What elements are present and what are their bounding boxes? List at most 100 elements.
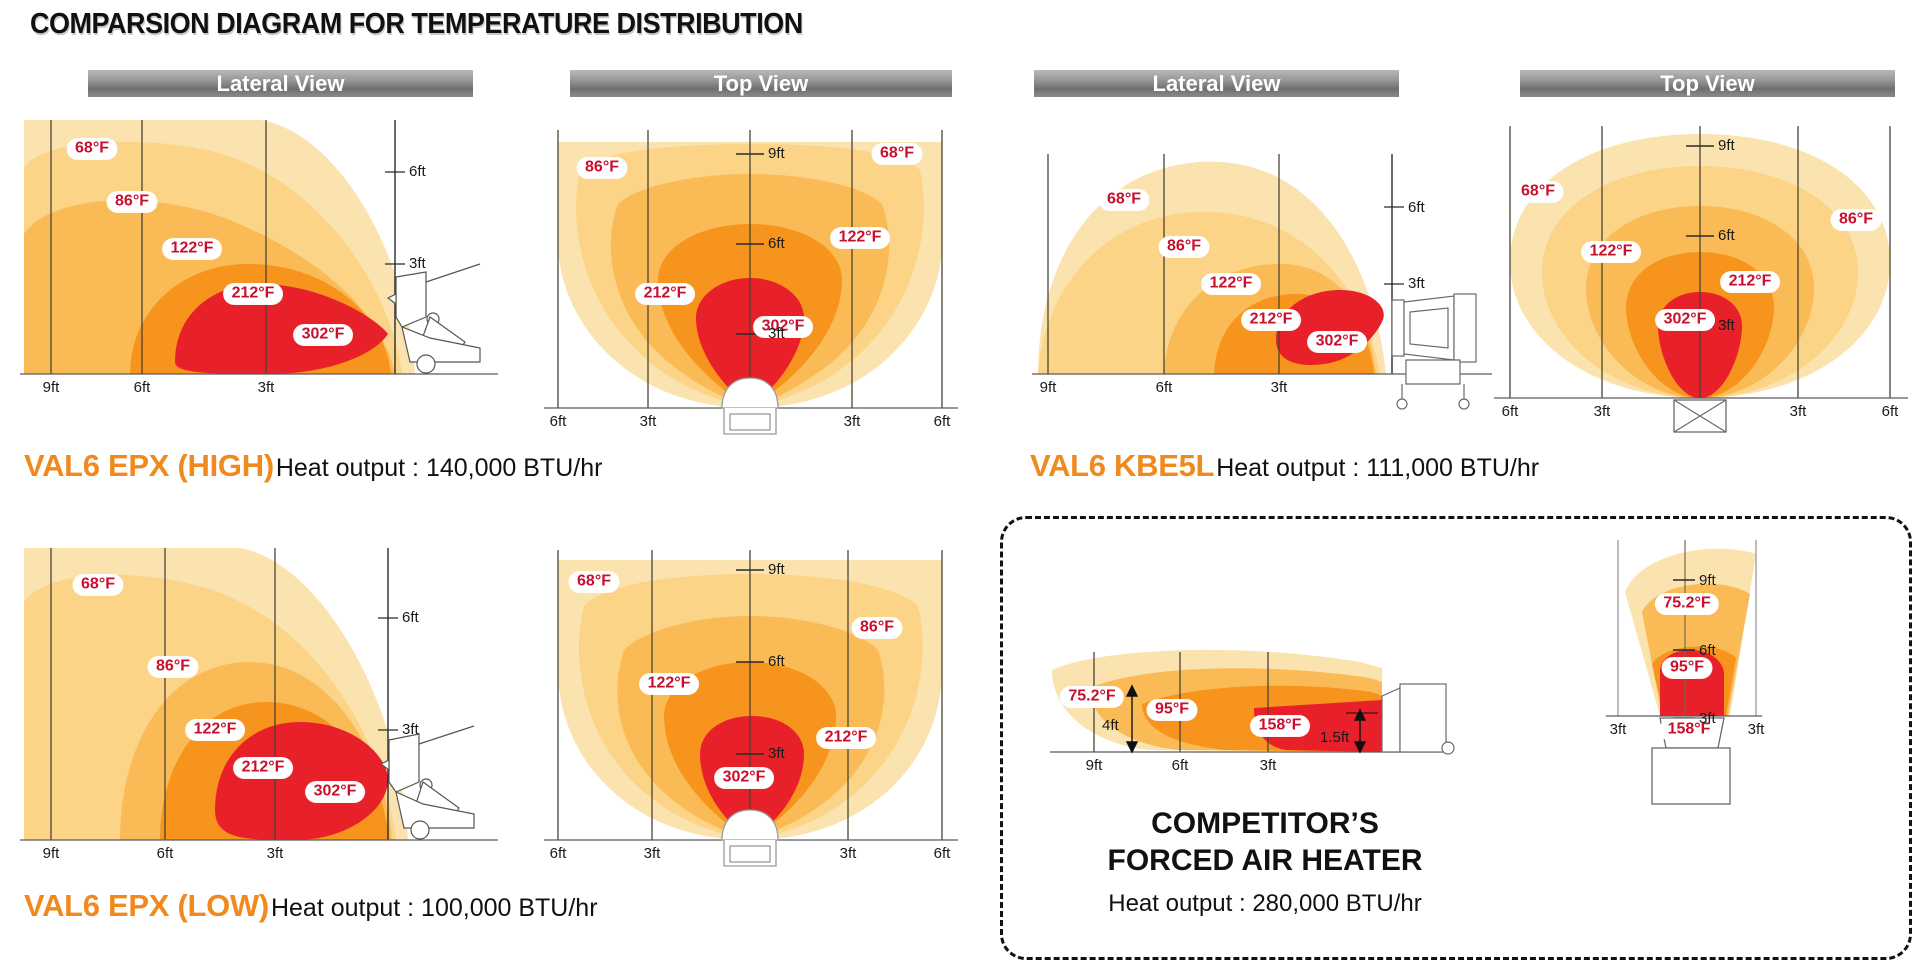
heat-plume-kbe5l-top — [1494, 126, 1908, 433]
model-name-kbe5l: VAL6 KBE5L — [1030, 448, 1215, 483]
axis-height-3ft: 3ft — [1408, 275, 1425, 292]
temp-label-212: 212°F — [635, 283, 695, 305]
temp-label-95: 95°F — [1147, 699, 1197, 721]
temp-label-212: 212°F — [233, 757, 293, 779]
axis-label-3ft-right: 3ft — [839, 845, 857, 862]
dim-label-4ft: 4ft — [1102, 717, 1119, 734]
view-header-label: Lateral View — [1152, 70, 1281, 96]
axis-label-9ft: 9ft — [1085, 757, 1103, 774]
competitor-box — [1000, 516, 1912, 960]
panel-kbe5l-top: 68°F 86°F 122°F 212°F 302°F 9ft 6ft 3ft … — [1490, 112, 1910, 442]
competitor-title: COMPETITOR’S FORCED AIR HEATER — [1108, 806, 1423, 879]
temp-label-86: 86°F — [852, 617, 902, 639]
temp-label-122: 122°F — [1581, 241, 1641, 263]
temp-label-302: 302°F — [305, 781, 365, 803]
temp-label-86: 86°F — [1159, 236, 1209, 258]
axis-label-6ft-right: 6ft — [933, 845, 951, 862]
temp-label-302: 302°F — [714, 767, 774, 789]
panel-epx-low-lateral: 68°F 86°F 122°F 212°F 302°F 9ft 6ft 3ft … — [10, 540, 500, 870]
view-header-kbe5l-lateral: Lateral View — [1034, 70, 1399, 97]
model-name-epx-high: VAL6 EPX (HIGH) — [24, 448, 274, 483]
panel-epx-high-top: 86°F 68°F 122°F 212°F 302°F 9ft 6ft 3ft … — [540, 112, 960, 442]
axis-height-6ft: 6ft — [409, 163, 426, 180]
temp-label-68: 68°F — [73, 574, 123, 596]
axis-label-3ft-left: 3ft — [1609, 721, 1627, 738]
axis-height-3ft: 3ft — [402, 721, 419, 738]
temp-label-75-2: 75.2°F — [1060, 686, 1124, 708]
temp-label-302: 302°F — [1307, 331, 1367, 353]
temp-label-68: 68°F — [872, 143, 922, 165]
temp-label-302: 302°F — [753, 316, 813, 338]
axis-center-6ft: 6ft — [768, 653, 785, 670]
heat-plume-competitor-top — [1606, 540, 1762, 805]
dim-label-1-5ft: 1.5ft — [1320, 729, 1350, 746]
caption-epx-high: VAL6 EPX (HIGH) Heat output : 140,000 BT… — [24, 448, 602, 484]
temp-label-158: 158°F — [1250, 715, 1310, 737]
axis-label-3ft: 3ft — [266, 845, 284, 862]
axis-label-3ft: 3ft — [1270, 379, 1288, 396]
axis-center-9ft: 9ft — [1699, 572, 1716, 589]
caption-epx-low: VAL6 EPX (LOW) Heat output : 100,000 BTU… — [24, 888, 598, 924]
temp-label-86: 86°F — [107, 191, 157, 213]
axis-label-9ft: 9ft — [42, 379, 60, 396]
axis-label-3ft-right: 3ft — [843, 413, 861, 430]
temp-label-68: 68°F — [569, 571, 619, 593]
temp-label-68: 68°F — [1513, 181, 1563, 203]
temp-label-122: 122°F — [1201, 273, 1261, 295]
axis-label-3ft: 3ft — [1259, 757, 1277, 774]
axis-center-3ft: 3ft — [1718, 317, 1735, 334]
heat-output-epx-high: Heat output : 140,000 BTU/hr — [275, 454, 603, 482]
temp-label-86: 86°F — [577, 157, 627, 179]
axis-label-3ft: 3ft — [257, 379, 275, 396]
heat-output-epx-low: Heat output : 100,000 BTU/hr — [270, 894, 598, 922]
axis-label-6ft-left: 6ft — [549, 845, 567, 862]
axis-label-9ft: 9ft — [1039, 379, 1057, 396]
temp-label-68: 68°F — [67, 138, 117, 160]
view-header-kbe5l-top: Top View — [1520, 70, 1895, 97]
temp-label-122: 122°F — [162, 238, 222, 260]
temp-label-122: 122°F — [830, 227, 890, 249]
view-header-label: Top View — [1660, 70, 1755, 96]
heat-plume-epx-high-top — [544, 130, 958, 435]
axis-label-6ft: 6ft — [1155, 379, 1173, 396]
axis-label-6ft: 6ft — [1171, 757, 1189, 774]
heat-plume-epx-high-lateral — [20, 120, 498, 375]
heat-output-kbe5l: Heat output : 111,000 BTU/hr — [1216, 454, 1540, 482]
panel-epx-high-lateral: 68°F 86°F 122°F 212°F 302°F 9ft 6ft 3ft … — [10, 112, 500, 442]
axis-label-6ft-left: 6ft — [1501, 403, 1519, 420]
temp-label-95: 95°F — [1662, 657, 1712, 679]
caption-kbe5l: VAL6 KBE5L Heat output : 111,000 BTU/hr — [1030, 448, 1539, 484]
axis-label-6ft-right: 6ft — [1881, 403, 1899, 420]
axis-label-3ft-left: 3ft — [639, 413, 657, 430]
axis-center-6ft: 6ft — [768, 235, 785, 252]
temp-label-302: 302°F — [1655, 309, 1715, 331]
axis-label-6ft-left: 6ft — [549, 413, 567, 430]
temp-label-212: 212°F — [816, 727, 876, 749]
axis-center-3ft: 3ft — [768, 325, 785, 342]
model-name-epx-low: VAL6 EPX (LOW) — [24, 888, 269, 923]
axis-center-9ft: 9ft — [1718, 137, 1735, 154]
axis-height-6ft: 6ft — [402, 609, 419, 626]
axis-height-3ft: 3ft — [409, 255, 426, 272]
temp-label-68: 68°F — [1099, 189, 1149, 211]
temp-label-158: 158°F — [1659, 719, 1719, 741]
axis-label-6ft: 6ft — [156, 845, 174, 862]
temp-label-86: 86°F — [1831, 209, 1881, 231]
competitor-title-line1: COMPETITOR’S — [1151, 807, 1379, 840]
axis-center-9ft: 9ft — [768, 145, 785, 162]
view-header-label: Lateral View — [216, 70, 345, 96]
temp-label-212: 212°F — [1241, 309, 1301, 331]
axis-label-3ft-right: 3ft — [1789, 403, 1807, 420]
temp-label-212: 212°F — [1720, 271, 1780, 293]
panel-epx-low-top: 68°F 86°F 122°F 212°F 302°F 9ft 6ft 3ft … — [540, 540, 960, 870]
axis-center-9ft: 9ft — [768, 561, 785, 578]
axis-height-6ft: 6ft — [1408, 199, 1425, 216]
temp-label-86: 86°F — [148, 656, 198, 678]
competitor-title-line2: FORCED AIR HEATER — [1107, 843, 1423, 877]
axis-center-3ft: 3ft — [1699, 710, 1716, 727]
axis-center-3ft: 3ft — [768, 745, 785, 762]
axis-label-3ft-right: 3ft — [1747, 721, 1765, 738]
temp-label-212: 212°F — [223, 283, 283, 305]
axis-center-6ft: 6ft — [1699, 642, 1716, 659]
